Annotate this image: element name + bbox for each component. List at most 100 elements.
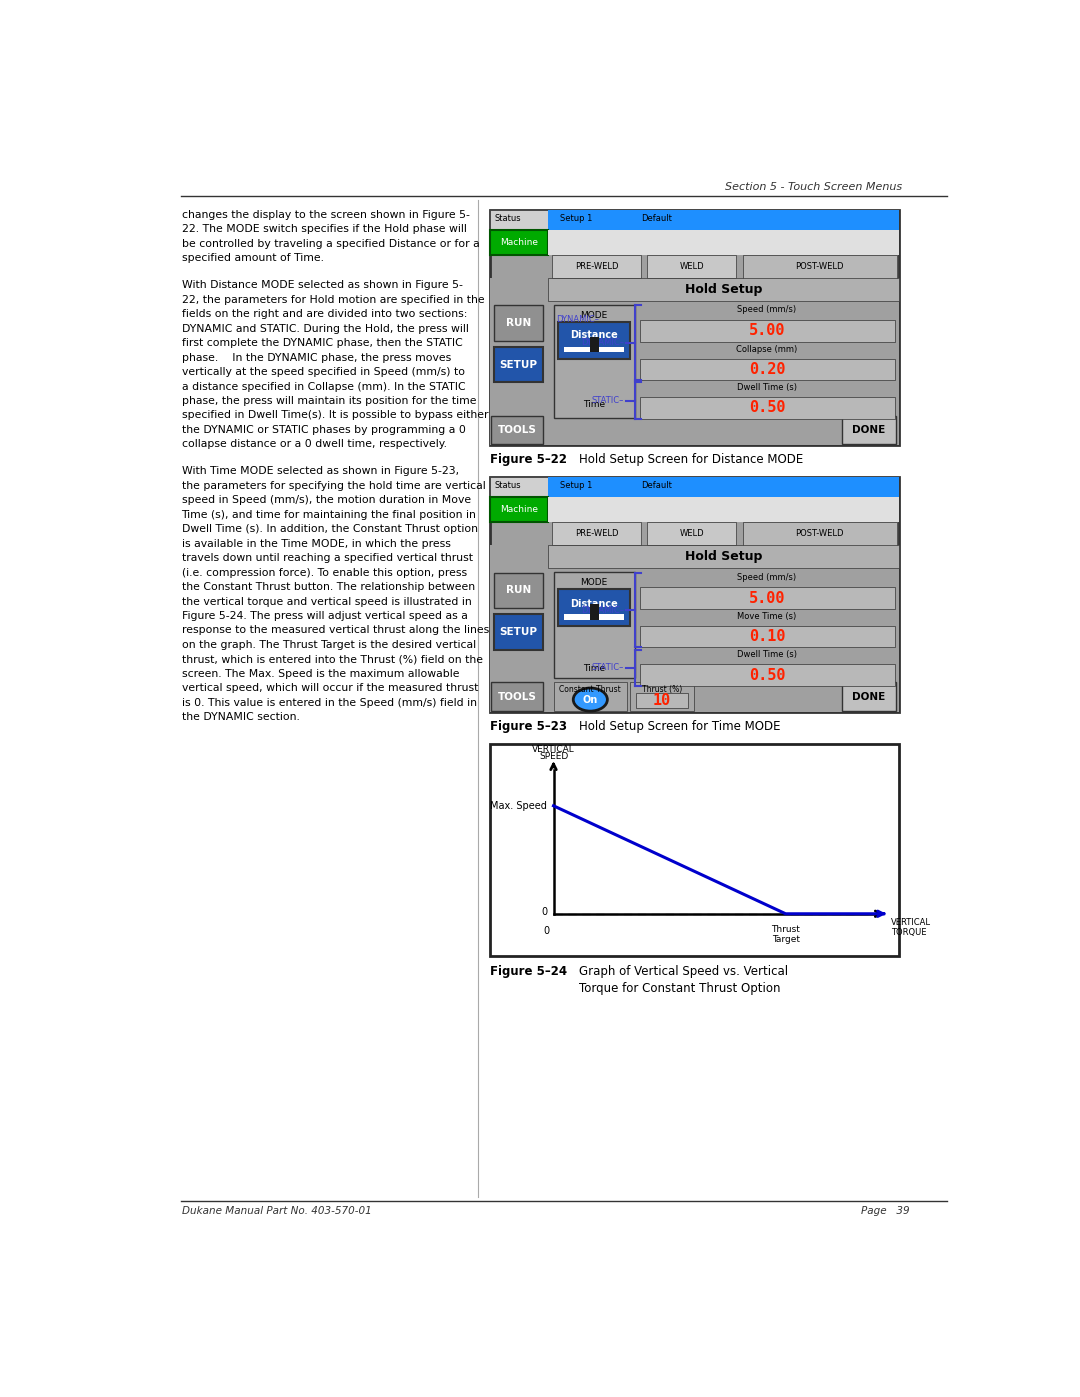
Text: Hold Setup Screen for Distance MODE: Hold Setup Screen for Distance MODE <box>579 453 804 465</box>
Text: the parameters for specifying the hold time are vertical: the parameters for specifying the hold t… <box>181 481 485 490</box>
FancyBboxPatch shape <box>548 545 900 569</box>
Text: 0.20: 0.20 <box>748 362 785 377</box>
Text: VERTICAL: VERTICAL <box>891 918 931 928</box>
Text: TOOLS: TOOLS <box>498 692 537 701</box>
Text: Figure 5-24. The press will adjust vertical speed as a: Figure 5-24. The press will adjust verti… <box>181 610 468 622</box>
FancyBboxPatch shape <box>490 278 548 444</box>
Text: Distance: Distance <box>570 598 618 609</box>
Text: Thrust: Thrust <box>771 925 800 933</box>
Text: TORQUE: TORQUE <box>891 929 927 937</box>
Text: TOOLS: TOOLS <box>498 425 537 436</box>
FancyBboxPatch shape <box>548 545 900 712</box>
Text: STATIC–: STATIC– <box>592 397 624 405</box>
Text: be controlled by traveling a specified Distance or for a: be controlled by traveling a specified D… <box>181 239 480 249</box>
Text: On: On <box>583 694 598 704</box>
Text: vertical speed, which will occur if the measured thrust: vertical speed, which will occur if the … <box>181 683 477 693</box>
Text: With Distance MODE selected as shown in Figure 5-: With Distance MODE selected as shown in … <box>181 281 462 291</box>
Text: Speed (mm/s): Speed (mm/s) <box>738 306 797 314</box>
Text: POST-WELD: POST-WELD <box>796 529 843 538</box>
FancyBboxPatch shape <box>639 587 894 609</box>
Text: 22. The MODE switch specifies if the Hold phase will: 22. The MODE switch specifies if the Hol… <box>181 225 467 235</box>
FancyBboxPatch shape <box>494 573 543 608</box>
Text: Distance: Distance <box>570 330 618 339</box>
Text: MODE: MODE <box>581 578 608 587</box>
FancyBboxPatch shape <box>554 571 635 678</box>
FancyBboxPatch shape <box>554 682 627 711</box>
Text: Graph of Vertical Speed vs. Vertical: Graph of Vertical Speed vs. Vertical <box>579 965 788 978</box>
FancyBboxPatch shape <box>631 682 693 711</box>
Text: is available in the Time MODE, in which the press: is available in the Time MODE, in which … <box>181 539 450 549</box>
FancyBboxPatch shape <box>552 522 642 545</box>
FancyBboxPatch shape <box>548 278 900 444</box>
FancyBboxPatch shape <box>639 626 894 647</box>
FancyBboxPatch shape <box>490 478 900 712</box>
Text: 22, the parameters for Hold motion are specified in the: 22, the parameters for Hold motion are s… <box>181 295 484 305</box>
Text: RUN: RUN <box>507 319 531 328</box>
Text: Dwell Time (s): Dwell Time (s) <box>737 383 797 393</box>
Text: Max. Speed: Max. Speed <box>490 800 548 810</box>
Text: 10: 10 <box>653 693 671 708</box>
FancyBboxPatch shape <box>548 210 900 231</box>
Text: Collapse (mm): Collapse (mm) <box>737 345 798 353</box>
Text: Constant Thrust: Constant Thrust <box>559 685 621 694</box>
Text: thrust, which is entered into the Thrust (%) field on the: thrust, which is entered into the Thrust… <box>181 654 483 665</box>
Text: speed in Speed (mm/s), the motion duration in Move: speed in Speed (mm/s), the motion durati… <box>181 495 471 506</box>
Text: POST-WELD: POST-WELD <box>796 261 843 271</box>
Text: vertically at the speed specified in Speed (mm/s) to: vertically at the speed specified in Spe… <box>181 367 464 377</box>
FancyBboxPatch shape <box>639 320 894 342</box>
Text: PRE-WELD: PRE-WELD <box>575 529 618 538</box>
Text: Hold Setup Screen for Time MODE: Hold Setup Screen for Time MODE <box>579 719 781 733</box>
FancyBboxPatch shape <box>490 231 548 254</box>
Text: Figure 5–22: Figure 5–22 <box>490 453 567 465</box>
Text: travels down until reaching a specified vertical thrust: travels down until reaching a specified … <box>181 553 473 563</box>
Text: PRE-WELD: PRE-WELD <box>575 261 618 271</box>
FancyBboxPatch shape <box>548 231 900 254</box>
FancyBboxPatch shape <box>490 210 548 231</box>
Text: phase.    In the DYNAMIC phase, the press moves: phase. In the DYNAMIC phase, the press m… <box>181 352 450 363</box>
Text: SETUP: SETUP <box>500 360 538 370</box>
Text: DYNAMIC–: DYNAMIC– <box>581 605 624 615</box>
Text: Time: Time <box>583 400 605 409</box>
Text: 5.00: 5.00 <box>748 323 785 338</box>
Text: response to the measured vertical thrust along the lines: response to the measured vertical thrust… <box>181 626 489 636</box>
Text: Machine: Machine <box>500 506 538 514</box>
FancyBboxPatch shape <box>490 545 548 712</box>
FancyBboxPatch shape <box>552 254 642 278</box>
Text: 0: 0 <box>541 907 548 918</box>
FancyBboxPatch shape <box>554 305 635 418</box>
FancyBboxPatch shape <box>565 346 624 352</box>
Text: DYNAMIC and STATIC. During the Hold, the press will: DYNAMIC and STATIC. During the Hold, the… <box>181 324 469 334</box>
Text: WELD: WELD <box>679 261 704 271</box>
Text: the Constant Thrust button. The relationship between: the Constant Thrust button. The relation… <box>181 583 474 592</box>
Text: Status: Status <box>495 481 522 490</box>
Text: Status: Status <box>495 214 522 224</box>
Text: With Time MODE selected as shown in Figure 5-23,: With Time MODE selected as shown in Figu… <box>181 467 459 476</box>
Text: 5.00: 5.00 <box>748 591 785 605</box>
Text: the DYNAMIC or STATIC phases by programming a 0: the DYNAMIC or STATIC phases by programm… <box>181 425 465 434</box>
FancyBboxPatch shape <box>590 605 598 620</box>
Text: first complete the DYNAMIC phase, then the STATIC: first complete the DYNAMIC phase, then t… <box>181 338 462 348</box>
Text: 0: 0 <box>543 926 550 936</box>
FancyBboxPatch shape <box>841 416 896 444</box>
Text: DONE: DONE <box>852 425 886 436</box>
Text: 0.10: 0.10 <box>748 629 785 644</box>
FancyBboxPatch shape <box>558 588 631 626</box>
Text: Default: Default <box>642 481 672 490</box>
Text: Hold Setup: Hold Setup <box>685 550 762 563</box>
FancyBboxPatch shape <box>639 665 894 686</box>
Text: VERTICAL: VERTICAL <box>532 746 575 754</box>
FancyBboxPatch shape <box>743 522 896 548</box>
FancyBboxPatch shape <box>841 682 896 711</box>
Text: the DYNAMIC section.: the DYNAMIC section. <box>181 712 299 722</box>
FancyBboxPatch shape <box>494 615 543 650</box>
FancyBboxPatch shape <box>558 321 631 359</box>
Text: specified in Dwell Time(s). It is possible to bypass either: specified in Dwell Time(s). It is possib… <box>181 411 488 420</box>
Text: phase, the press will maintain its position for the time: phase, the press will maintain its posit… <box>181 395 476 407</box>
FancyBboxPatch shape <box>548 497 900 522</box>
Text: Move Time (s): Move Time (s) <box>738 612 797 620</box>
Text: fields on the right and are divided into two sections:: fields on the right and are divided into… <box>181 309 467 319</box>
Text: (i.e. compression force). To enable this option, press: (i.e. compression force). To enable this… <box>181 567 467 577</box>
Text: Target: Target <box>771 935 799 943</box>
FancyBboxPatch shape <box>743 254 896 281</box>
FancyBboxPatch shape <box>548 278 900 300</box>
